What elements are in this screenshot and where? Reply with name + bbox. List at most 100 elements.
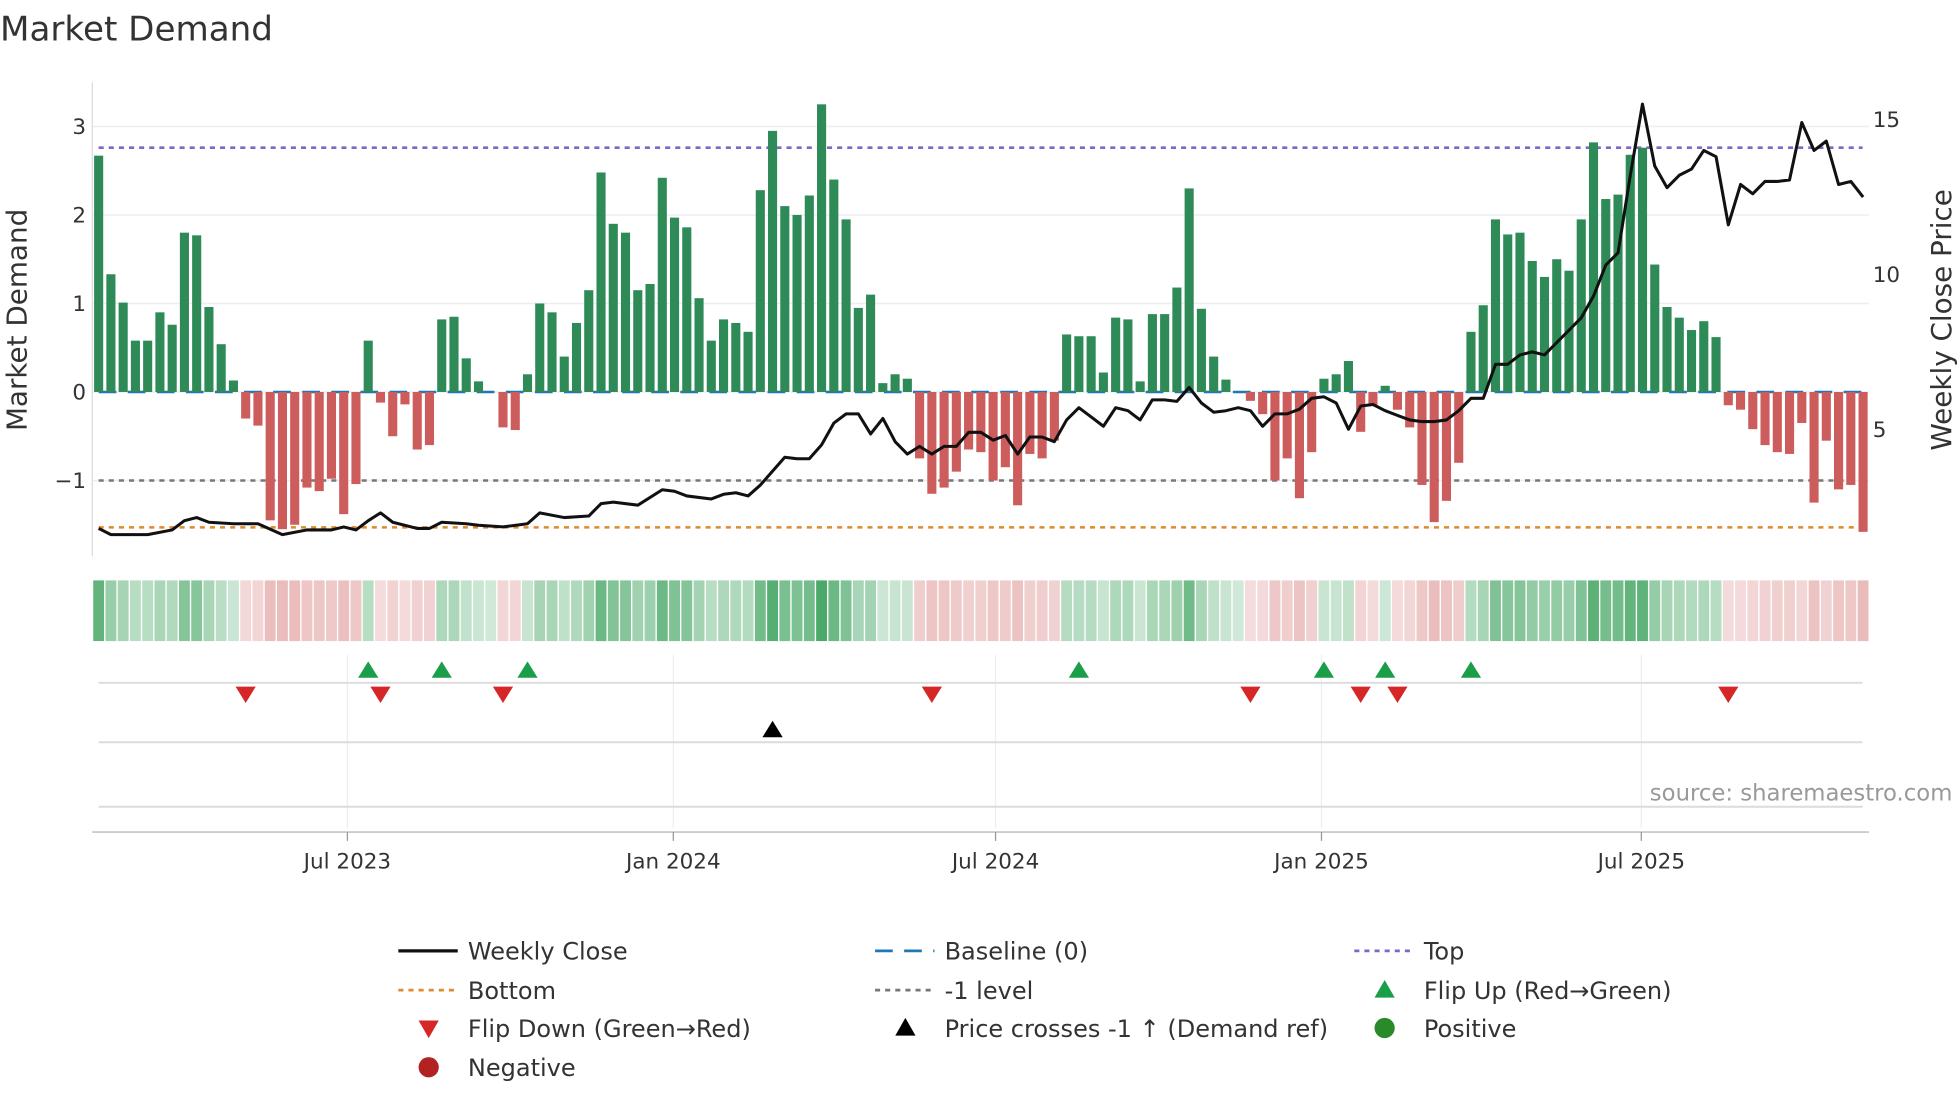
heat-cell [1416,580,1428,642]
demand-bar [1270,391,1280,481]
heat-cell [1649,580,1661,642]
demand-bar [768,130,778,392]
legend-label: Flip Up (Red→Green) [1424,977,1672,1005]
heat-cell [1330,580,1342,642]
demand-bar [939,391,949,488]
flip-up-marker [431,661,452,678]
legend-label: Negative [468,1054,576,1082]
heat-cell [999,580,1011,642]
demand-bar [179,232,189,392]
heat-cell [840,580,852,642]
heat-cell [1477,580,1489,642]
x-tick-label: Jan 2024 [624,850,721,875]
event-markers [98,661,1863,808]
circle-icon [418,1057,439,1078]
demand-bar [1135,381,1145,392]
demand-bar [510,391,520,431]
demand-bar [167,324,177,392]
y-tick-label: 0 [72,381,86,406]
demand-bar [1858,391,1868,532]
heat-cell [301,580,313,642]
heat-cell [534,580,546,642]
price-cross-marker [762,720,783,738]
heat-cell [117,580,129,642]
heat-cell [105,580,117,642]
demand-heat-strip [93,580,1869,642]
heat-cell [742,580,754,642]
demand-bar [1515,232,1525,392]
heat-cell [166,580,178,642]
triangle-up-icon [1374,979,1395,998]
demand-bar [1711,337,1721,392]
demand-bar [314,391,324,492]
heat-cell [1539,580,1550,642]
legend-item-top: Top [1354,938,1464,966]
heat-cell [1220,580,1232,642]
heat-cell [865,580,877,642]
flip-down-marker [921,686,942,704]
heat-cell [227,580,239,642]
demand-bar [351,391,361,485]
demand-bar [1184,188,1194,392]
demand-bar [1576,219,1586,392]
heat-cell [1293,580,1305,642]
heat-cell [1257,580,1269,642]
heat-cell [338,580,350,642]
heat-cell [1563,580,1575,642]
demand-bar [964,391,974,450]
heat-cell [1637,580,1648,642]
source-label: source: sharemaestro.com [1650,780,1953,806]
demand-bar [1429,391,1439,523]
heat-cell [546,580,558,642]
heat-cell [1392,580,1403,642]
demand-bar [755,190,765,392]
flip-up-marker [1375,661,1396,678]
demand-bar [522,374,533,392]
heat-cell [730,580,742,642]
heat-cell [669,580,680,642]
heat-cell [656,580,668,642]
demand-bar [1319,378,1329,392]
heat-cell [914,580,926,642]
heat-cell [1735,580,1746,642]
heat-cell [1624,580,1636,642]
y-tick-label: 3 [72,115,86,140]
demand-bar [1025,391,1035,454]
demand-bar [363,340,373,392]
demand-bar [1441,391,1452,501]
demand-bar [1613,194,1623,392]
heat-cell [791,580,803,642]
heat-cell [485,580,497,642]
demand-bar [1588,142,1599,392]
heat-cell [326,580,337,642]
heat-cell [362,580,374,642]
heat-cell [950,580,962,642]
demand-bar [817,104,827,392]
heat-cell [522,580,533,642]
legend-label: Flip Down (Green→Red) [468,1015,751,1043]
demand-bar [535,303,545,392]
demand-bar [743,331,753,392]
heat-cell [1759,580,1771,642]
y-tick-label: 2 [72,204,86,229]
demand-bar [1331,374,1341,392]
heat-cell [1012,580,1024,642]
heat-cell [93,580,105,642]
heat-cell [436,580,448,642]
demand-bar [388,391,398,437]
y2-tick-label: 5 [1873,418,1887,443]
demand-bar [1380,385,1390,392]
demand-bar [853,307,863,392]
demand-bar [1466,331,1476,392]
heat-cell [1244,580,1256,642]
demand-bar [253,391,263,426]
demand-bar [1478,305,1488,392]
heat-cell [828,580,840,642]
heat-cell [1379,580,1391,642]
heat-cell [1183,580,1195,642]
demand-bar [143,340,153,392]
heat-cell [1171,580,1183,642]
heat-cell [1722,580,1734,642]
demand-bar [1062,334,1072,392]
